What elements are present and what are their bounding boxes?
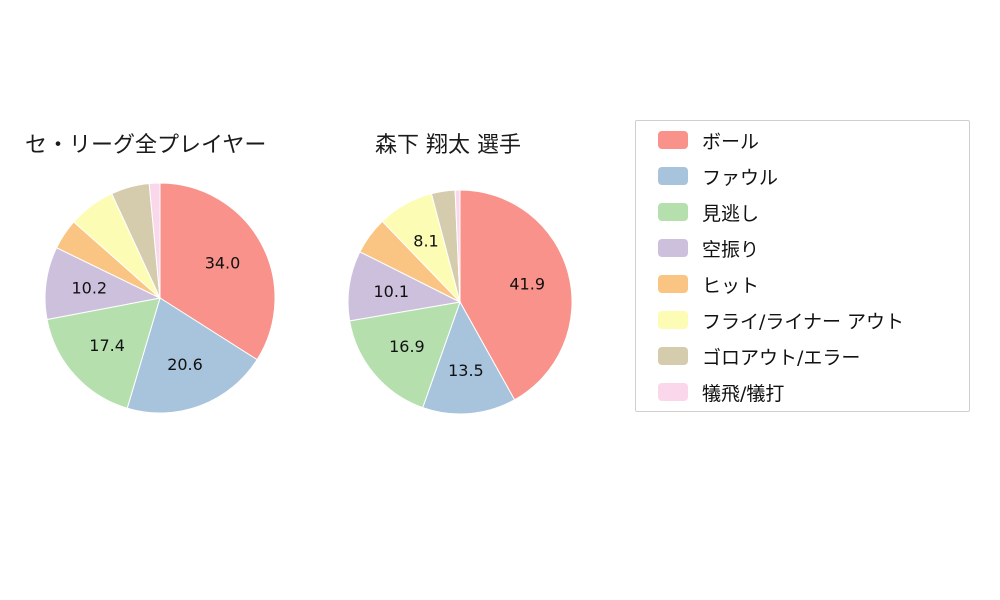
legend-item-ground-out-error: ゴロアウト/エラー — [658, 338, 969, 374]
legend-label: ファウル — [702, 166, 779, 189]
pie-slice-label: 13.5 — [448, 361, 484, 380]
right-pie-title: 森下 翔太 選手 — [375, 133, 521, 158]
pie-slice — [46, 297, 161, 409]
pie-slice-label: 17.4 — [89, 336, 125, 355]
legend-item-sacrifice: 犠飛/犠打 — [658, 374, 969, 410]
legend-label: 空振り — [702, 238, 760, 261]
legend-swatch — [658, 203, 688, 221]
pie-slice-label: 41.9 — [509, 275, 545, 294]
pie-slice — [44, 247, 162, 321]
legend-swatch — [658, 383, 688, 401]
legend-swatch — [658, 347, 688, 365]
legend-item-called-strike: 見逃し — [658, 194, 969, 230]
legend-swatch — [658, 311, 688, 329]
left-pie-title: セ・リーグ全プレイヤー — [25, 133, 267, 158]
pie-slice-label: 10.2 — [71, 279, 107, 298]
legend-label: ゴロアウト/エラー — [702, 346, 861, 369]
legend-label: ボール — [702, 130, 760, 153]
legend-label: 犠飛/犠打 — [702, 382, 785, 405]
pie-slice-label: 8.1 — [413, 232, 438, 251]
legend-swatch — [658, 275, 688, 293]
pie-slice — [454, 189, 461, 303]
legend-swatch — [658, 131, 688, 149]
pie-slice-label: 20.6 — [167, 355, 203, 374]
pie-slice — [422, 300, 516, 415]
pie-chart-league-all-players: 34.0 20.6 17.4 10.2 — [44, 182, 276, 414]
pie-slice — [159, 182, 276, 361]
legend-item-swinging-strike: 空振り — [658, 230, 969, 266]
pie-slice — [349, 301, 461, 409]
legend-label: フライ/ライナー アウト — [702, 310, 905, 333]
legend-swatch — [658, 167, 688, 185]
pie-slice — [347, 251, 462, 322]
legend-label: 見逃し — [702, 202, 760, 225]
pie-slice — [126, 297, 258, 414]
legend-label: ヒット — [702, 274, 760, 297]
legend-item-ball: ボール — [658, 122, 969, 158]
pie-slice — [148, 182, 161, 299]
pie-slice-label: 10.1 — [373, 282, 409, 301]
legend-swatch — [658, 239, 688, 257]
pie-slice-label: 16.9 — [389, 337, 425, 356]
pie-slice — [459, 189, 573, 401]
legend-item-hit: ヒット — [658, 266, 969, 302]
pie-slice-label: 34.0 — [205, 254, 241, 273]
pie-chart-morishita-shota: 41.9 13.5 16.9 10.1 8.1 — [347, 189, 573, 415]
legend: ボール ファウル 見逃し 空振り ヒット フライ/ライナー アウト ゴロアウト/… — [635, 120, 970, 412]
legend-item-fly-liner-out: フライ/ライナー アウト — [658, 302, 969, 338]
legend-item-foul: ファウル — [658, 158, 969, 194]
